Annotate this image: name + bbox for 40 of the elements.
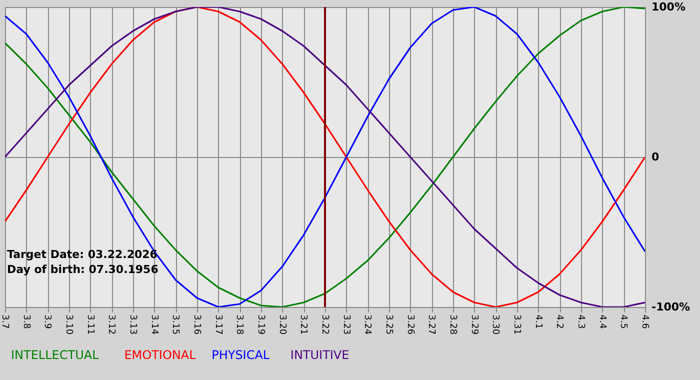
x-tick-label: 3.9 xyxy=(42,314,52,330)
x-tick-label: 4.2 xyxy=(554,314,564,329)
x-tick-label: 3.21 xyxy=(298,314,308,335)
x-tick-label: 3.11 xyxy=(84,314,95,335)
annotation: Target Date: 03.22.2026 xyxy=(7,248,158,261)
x-tick-label: 3.12 xyxy=(106,314,116,335)
x-tick-label: 3.14 xyxy=(148,314,159,335)
text: EMOTIONAL xyxy=(124,348,196,362)
y-tick-label: 0 xyxy=(652,150,660,164)
x-tick-label: 3.28 xyxy=(448,314,458,335)
x-tick-label: 3.13 xyxy=(128,314,138,335)
x-tick-label: 3.26 xyxy=(404,314,415,335)
x-tick-label: 3.20 xyxy=(276,314,287,335)
x-tick-label: 3.17 xyxy=(212,314,223,335)
y-tick-label: -100% xyxy=(652,300,690,314)
x-tick-label: 3.18 xyxy=(234,314,244,335)
x-tick-label: 4.5 xyxy=(618,314,628,329)
y-tick-label: 100% xyxy=(652,0,686,14)
text: PHYSICAL xyxy=(212,348,270,362)
x-tick-label: 3.10 xyxy=(64,314,74,335)
text: INTELLECTUAL xyxy=(11,348,100,362)
x-tick-label: 3.8 xyxy=(20,314,31,330)
x-tick-label: 3.25 xyxy=(384,314,394,335)
x-tick-label: 3.19 xyxy=(256,314,266,335)
x-tick-label: 4.1 xyxy=(532,314,543,329)
x-tick-label: 3.7 xyxy=(0,314,10,329)
x-tick-label: 3.16 xyxy=(192,314,202,335)
x-tick-label: 3.27 xyxy=(426,314,436,335)
x-tick-label: 3.31 xyxy=(512,314,522,335)
x-tick-label: 4.6 xyxy=(640,314,650,330)
x-tick-label: 3.15 xyxy=(170,314,180,335)
x-tick-label: 3.29 xyxy=(468,314,479,335)
x-tick-label: 3.24 xyxy=(362,314,372,335)
x-tick-label: 3.30 xyxy=(490,314,500,335)
x-tick-label: 3.23 xyxy=(340,314,351,335)
x-tick-label: 4.4 xyxy=(596,314,607,330)
text: INTUITIVE xyxy=(290,348,350,362)
x-tick-label: 4.3 xyxy=(576,314,586,329)
annotation: Day of birth: 07.30.1956 xyxy=(7,263,159,276)
x-tick-label: 3.22 xyxy=(320,314,330,335)
